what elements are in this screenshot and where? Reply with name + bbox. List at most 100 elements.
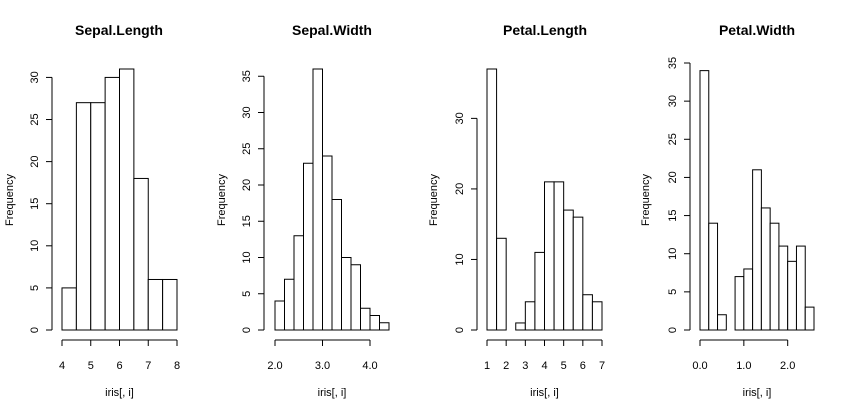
- y-tick-label: 20: [29, 155, 41, 167]
- x-tick-label: 3.0: [315, 360, 330, 372]
- y-tick-label: 20: [241, 179, 253, 191]
- histogram-bar: [787, 260, 797, 331]
- y-tick-label: 5: [667, 289, 679, 295]
- y-axis-label: Frequency: [216, 174, 228, 226]
- chart-title: Petal.Width: [719, 22, 795, 38]
- histogram-panel-1: Sepal.Length 4 5 6 7 8 0 5 10 15 20 25 30 iris[, i] Fr…: [4, 22, 180, 399]
- y-tick-label: 0: [29, 327, 41, 333]
- histogram-bar: [708, 222, 719, 331]
- y-tick-label: 5: [241, 291, 253, 297]
- chart-title: Petal.Length: [503, 22, 587, 38]
- y-tick-label: 15: [29, 198, 41, 210]
- histogram-bar: [563, 209, 574, 331]
- histogram-bar: [303, 162, 314, 331]
- x-tick-label: 2: [503, 360, 509, 372]
- y-tick-label: 0: [454, 327, 466, 333]
- y-tick-label: 5: [29, 285, 41, 291]
- y-tick-label: 25: [241, 143, 253, 155]
- histogram-bar: [572, 216, 584, 331]
- histogram-panel-3: Petal.Length 1 2 3 4 5 6 7 0 10 20 30 iris[, i] Frequ…: [428, 22, 605, 399]
- y-axis-label: Frequency: [4, 174, 16, 226]
- histogram-bar: [544, 181, 555, 331]
- histogram-panel-4: Petal.Width 0.0 1.0 2.0 0 5 10 15 20 25 30 35 iris[,…: [640, 22, 815, 399]
- histogram-bar: [769, 222, 780, 331]
- x-tick-label: 5: [561, 360, 567, 372]
- histogram-bar: [162, 278, 178, 331]
- x-tick-label: 4.0: [362, 360, 377, 372]
- histogram-bar: [778, 245, 789, 331]
- histogram-bar: [496, 237, 507, 331]
- histogram-bar: [804, 306, 815, 331]
- histogram-bar: [743, 268, 754, 331]
- histogram-bar: [90, 102, 106, 331]
- x-tick-label: 6: [580, 360, 586, 372]
- y-tick-label: 20: [454, 183, 466, 195]
- histogram-bar: [795, 245, 806, 331]
- y-tick-label: 0: [241, 327, 253, 333]
- histogram-bar: [133, 177, 149, 331]
- histogram-bar: [147, 278, 164, 331]
- y-tick-label: 30: [667, 95, 679, 107]
- histogram-bar: [312, 68, 323, 331]
- histogram-bar: [591, 301, 603, 331]
- x-axis-label: iris[, i]: [530, 387, 559, 399]
- x-tick-label: 6: [116, 360, 122, 372]
- histogram-bar: [119, 68, 135, 331]
- histogram-bar: [341, 257, 352, 331]
- y-tick-label: 15: [241, 215, 253, 227]
- x-tick-label: 3: [522, 360, 528, 372]
- histogram-bar: [293, 235, 304, 331]
- histogram-bar: [104, 76, 120, 331]
- x-tick-label: 8: [174, 360, 180, 372]
- histogram-bar: [331, 199, 342, 331]
- histogram-bar: [553, 181, 565, 331]
- y-tick-label: 10: [667, 248, 679, 260]
- histogram-bar: [284, 278, 295, 331]
- histogram-bar: [534, 251, 546, 331]
- y-tick-label: 0: [667, 327, 679, 333]
- x-tick-label: 7: [599, 360, 605, 372]
- y-tick-label: 20: [667, 171, 679, 183]
- histogram-bar: [734, 276, 745, 331]
- x-tick-label: 1.0: [736, 360, 751, 372]
- y-tick-label: 30: [241, 106, 253, 118]
- y-axis-label: Frequency: [640, 174, 652, 226]
- x-tick-label: 5: [88, 360, 94, 372]
- y-tick-label: 25: [667, 133, 679, 145]
- y-tick-label: 10: [454, 253, 466, 265]
- histogram-bar: [322, 155, 333, 331]
- chart-title: Sepal.Length: [75, 22, 163, 38]
- x-axis-label: iris[, i]: [743, 387, 772, 399]
- histogram-bar: [760, 207, 771, 331]
- histogram-bar: [752, 169, 762, 331]
- y-tick-label: 30: [29, 71, 41, 83]
- x-tick-label: 0.0: [692, 360, 707, 372]
- histogram-bar: [274, 300, 285, 331]
- chart-title: Sepal.Width: [292, 22, 372, 38]
- histogram-bar: [486, 68, 498, 331]
- histogram-bar: [360, 307, 371, 331]
- histogram-bar: [717, 314, 727, 331]
- y-tick-label: 35: [241, 70, 253, 82]
- y-tick-label: 15: [667, 209, 679, 221]
- histogram-bar: [515, 322, 526, 331]
- histogram-panel-2: Sepal.Width 2.0 3.0 4.0 0 5 10 15 20 25 30 35 iris[,…: [216, 22, 390, 399]
- x-tick-label: 4: [59, 360, 65, 372]
- x-tick-label: 1: [484, 360, 490, 372]
- y-tick-label: 10: [29, 240, 41, 252]
- x-axis-label: iris[, i]: [318, 387, 347, 399]
- y-axis-label: Frequency: [428, 174, 440, 226]
- histogram-bar: [369, 315, 380, 331]
- y-tick-label: 10: [241, 251, 253, 263]
- x-tick-label: 2.0: [267, 360, 282, 372]
- histogram-bar: [350, 264, 361, 331]
- histogram-bar: [75, 102, 92, 331]
- x-tick-label: 2.0: [780, 360, 795, 372]
- histogram-bar: [61, 287, 77, 331]
- x-tick-label: 4: [541, 360, 547, 372]
- y-tick-label: 35: [667, 57, 679, 69]
- x-axis-label: iris[, i]: [105, 387, 134, 399]
- y-tick-label: 25: [29, 113, 41, 125]
- x-tick-label: 7: [145, 360, 151, 372]
